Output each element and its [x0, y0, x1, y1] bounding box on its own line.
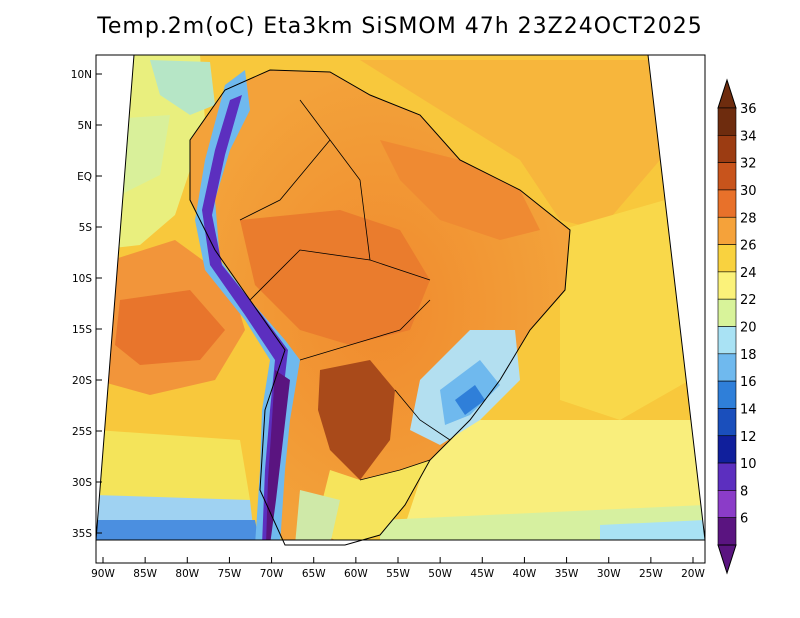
colorbar-label: 8 [740, 484, 748, 499]
coastline [189, 69, 571, 546]
x-tick-label: 55W [386, 568, 410, 580]
x-tick-label: 30W [597, 568, 621, 580]
y-tick-label: 35S [72, 528, 92, 540]
colorbar-swatch [717, 408, 737, 437]
x-tick-label: 35W [555, 568, 579, 580]
y-axis-ticks: 10N 5N EQ 5S 10S 15S 20S 25S 30S 35S [71, 69, 102, 540]
x-tick-label: 60W [344, 568, 368, 580]
region-chaco-hot-spot [318, 360, 395, 480]
colorbar-label: 18 [740, 348, 757, 363]
colorbar-label: 34 [740, 129, 757, 144]
colorbar-label: 32 [740, 157, 757, 172]
y-tick-label: 30S [72, 477, 92, 489]
colorbar-label: 28 [740, 211, 757, 226]
colorbar-swatch [717, 135, 737, 163]
colorbar-label: 26 [740, 239, 757, 254]
colorbar-label: 22 [740, 293, 757, 308]
colorbar-swatch [717, 435, 737, 464]
colorbar: 36 34 32 30 28 26 24 22 20 18 16 14 12 10 8 6 [717, 78, 757, 575]
colorbar-swatch [717, 189, 737, 218]
y-tick-label: 20S [72, 375, 92, 387]
x-tick-label: 80W [175, 568, 199, 580]
colorbar-label: 12 [740, 430, 757, 445]
colorbar-label: 30 [740, 184, 757, 199]
x-tick-label: 75W [218, 568, 242, 580]
colorbar-swatch [717, 244, 737, 273]
y-tick-label: 25S [72, 426, 92, 438]
colorbar-swatch [717, 353, 737, 382]
colorbar-label: 36 [740, 102, 757, 117]
colorbar-label: 10 [740, 457, 757, 472]
colorbar-label: 20 [740, 321, 757, 336]
colorbar-label: 24 [740, 266, 757, 281]
region-pampas [315, 460, 430, 540]
y-tick-label: 5S [79, 222, 93, 234]
x-tick-label: 70W [260, 568, 284, 580]
colorbar-label: 6 [740, 512, 748, 527]
colorbar-label: 14 [740, 402, 757, 417]
x-tick-label: 85W [133, 568, 157, 580]
colorbar-swatch [717, 462, 737, 491]
colorbar-swatch [717, 517, 737, 546]
region-south-atlantic-north [360, 60, 660, 230]
y-tick-label: 5N [77, 120, 92, 132]
country-borders [239, 99, 451, 481]
x-axis-ticks: 90W 85W 80W 75W 70W 65W 60W 55W 50W 45W 40W 35W 30W 2… [91, 557, 705, 580]
colorbar-swatch [717, 216, 737, 245]
x-tick-label: 40W [513, 568, 537, 580]
colorbar-bottom-arrow [717, 544, 737, 575]
x-tick-label: 45W [470, 568, 494, 580]
colorbar-swatch [717, 107, 737, 136]
x-tick-label: 50W [428, 568, 452, 580]
y-tick-label: 10N [71, 69, 92, 81]
x-tick-label: 90W [91, 568, 115, 580]
colorbar-swatch [717, 326, 737, 355]
temperature-field [96, 55, 705, 540]
plot-border [95, 54, 706, 564]
x-tick-label: 25W [639, 568, 663, 580]
colorbar-swatch [717, 380, 737, 409]
x-tick-label: 65W [302, 568, 326, 580]
x-tick-label: 20W [681, 568, 705, 580]
colorbar-top-arrow [717, 78, 737, 109]
colorbar-label: 16 [740, 375, 757, 390]
colorbar-swatch [717, 271, 737, 300]
y-tick-label: 15S [72, 324, 92, 336]
y-tick-label: 10S [72, 273, 92, 285]
map-title: Temp.2m(oC) Eta3km SiSMOM 47h 23Z24OCT20… [97, 14, 703, 39]
colorbar-swatch [717, 490, 737, 518]
colorbar-swatch [717, 298, 737, 327]
colorbar-swatch [717, 162, 737, 191]
y-tick-label: EQ [77, 171, 92, 183]
